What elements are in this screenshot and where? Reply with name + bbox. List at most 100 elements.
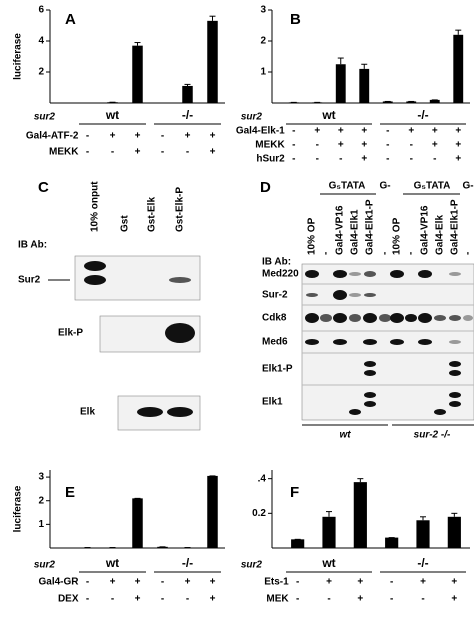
condition-label: Ets-1 xyxy=(264,577,289,588)
condition-sign: + xyxy=(357,594,363,605)
lane-label: Gal4-VP16 xyxy=(335,205,346,255)
condition-sign: + xyxy=(326,577,332,588)
lane-label: 10% OP xyxy=(307,217,318,255)
bar xyxy=(291,539,305,548)
group-label: wt xyxy=(321,108,335,122)
row-label: Sur-2 xyxy=(262,290,288,301)
row-label: Elk1 xyxy=(262,397,283,408)
group-label: -/- xyxy=(182,556,193,570)
band xyxy=(84,275,106,285)
condition-label: Gal4-ATF-2 xyxy=(26,131,79,142)
band xyxy=(418,270,432,278)
y-tick-label: 6 xyxy=(38,5,44,16)
y-tick-label: 1 xyxy=(38,519,44,530)
condition-sign: - xyxy=(111,594,114,605)
condition-sign: + xyxy=(451,594,457,605)
condition-sign: + xyxy=(361,140,367,151)
condition-sign: - xyxy=(292,154,295,165)
band xyxy=(167,407,193,417)
band xyxy=(449,370,461,376)
band xyxy=(463,315,473,321)
band xyxy=(363,339,377,345)
band xyxy=(363,313,377,323)
ib-label: IB Ab: xyxy=(18,240,47,251)
condition-sign: - xyxy=(296,594,299,605)
y-tick-label: 4 xyxy=(38,36,44,47)
condition-label: MEKK xyxy=(255,140,285,151)
y-tick-label: .4 xyxy=(258,473,267,484)
bar xyxy=(385,537,399,548)
ib-label: IB Ab: xyxy=(262,257,291,268)
bar xyxy=(182,85,193,103)
group-label: wt xyxy=(321,556,335,570)
lane-label: Gal4-Elk1-P xyxy=(450,199,461,255)
bar xyxy=(335,64,346,103)
bar xyxy=(359,68,370,103)
row-label: Elk xyxy=(80,407,95,418)
condition-sign: - xyxy=(186,594,189,605)
condition-sign: + xyxy=(455,126,461,137)
condition-sign: - xyxy=(161,131,164,142)
band xyxy=(418,339,432,345)
condition-sign: + xyxy=(408,126,414,137)
lane-label: - xyxy=(463,252,474,255)
bar xyxy=(406,101,417,103)
condition-sign: + xyxy=(451,577,457,588)
bar xyxy=(132,498,143,548)
condition-sign: - xyxy=(386,154,389,165)
row-label: Sur2 xyxy=(18,275,41,286)
lane-label: Gal4-VP16 xyxy=(420,205,431,255)
lane-label: - xyxy=(321,252,332,255)
condition-sign: - xyxy=(86,147,89,158)
bar xyxy=(207,475,218,548)
condition-sign: - xyxy=(316,140,319,151)
y-tick-label: 3 xyxy=(38,472,44,483)
group-label: -/- xyxy=(417,108,428,122)
blot-strip xyxy=(301,263,474,421)
panel-label: F xyxy=(290,484,299,501)
band xyxy=(379,314,391,322)
condition-sign: - xyxy=(433,154,436,165)
condition-sign: + xyxy=(135,147,141,158)
y-tick-label: 2 xyxy=(38,67,44,78)
lane-label: Gst xyxy=(120,215,131,232)
condition-sign: - xyxy=(111,147,114,158)
panel-d: D G₅TATA G- G₅TATA G- 10% OP - Gal4-VP16… xyxy=(260,179,474,441)
lane-label: 10% onput xyxy=(90,181,101,232)
panel-label: B xyxy=(290,11,301,28)
y-tick-label: 3 xyxy=(260,5,266,16)
condition-sign: + xyxy=(185,131,191,142)
condition-sign: + xyxy=(338,140,344,151)
group-label: sur-2 -/- xyxy=(414,430,451,441)
condition-sign: - xyxy=(186,147,189,158)
band xyxy=(390,270,404,278)
band xyxy=(449,340,461,344)
condition-sign: - xyxy=(292,126,295,137)
band xyxy=(305,313,319,323)
bar xyxy=(453,34,464,103)
lane-label: - xyxy=(406,252,417,255)
bands xyxy=(305,270,473,415)
lane-label: Gst-Elk-P xyxy=(175,187,186,232)
condition-sign: + xyxy=(357,577,363,588)
band xyxy=(390,339,404,345)
band xyxy=(333,339,347,345)
condition-sign: + xyxy=(185,577,191,588)
row-label: Med6 xyxy=(262,337,288,348)
condition-label: DEX xyxy=(58,594,79,605)
condition-sign: + xyxy=(314,126,320,137)
lane-label: 10% OP xyxy=(392,217,403,255)
band xyxy=(364,293,376,297)
y-tick-label: 2 xyxy=(260,36,266,47)
condition-sign: + xyxy=(110,131,116,142)
condition-sign: - xyxy=(327,594,330,605)
condition-label: Gal4-GR xyxy=(38,577,79,588)
band xyxy=(349,314,361,322)
panel-label: E xyxy=(65,484,75,501)
condition-sign: + xyxy=(135,594,141,605)
bar xyxy=(382,101,393,103)
group-label: wt xyxy=(105,108,119,122)
group-label: -/- xyxy=(417,556,428,570)
panel-label: D xyxy=(260,179,271,196)
band xyxy=(364,361,376,367)
